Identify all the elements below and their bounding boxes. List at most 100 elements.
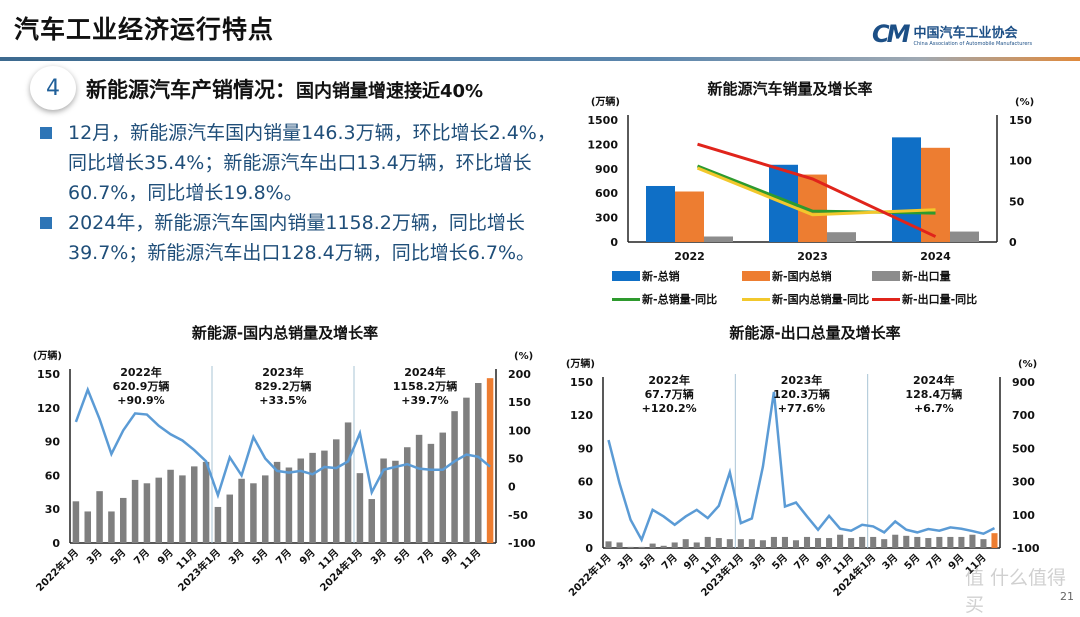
growth-line bbox=[74, 386, 491, 500]
bar-month bbox=[781, 536, 788, 548]
y2-tick-label: 100 bbox=[1012, 509, 1035, 522]
annotation-growth: +120.2% bbox=[642, 402, 697, 415]
bar-month bbox=[179, 475, 186, 543]
bar-新-出口量 bbox=[827, 232, 856, 242]
x-tick-label: 2024 bbox=[920, 250, 951, 263]
bar-month bbox=[190, 466, 198, 543]
bar-month bbox=[250, 483, 257, 543]
bar-month bbox=[925, 538, 932, 548]
bar-month bbox=[332, 439, 340, 543]
y-tick-label: 0 bbox=[585, 542, 593, 555]
annotation-volume: 829.2万辆 bbox=[255, 379, 312, 393]
legend-swatch-icon bbox=[872, 271, 900, 281]
bar-month bbox=[309, 452, 316, 543]
x-tick-label: 5月 bbox=[108, 547, 128, 567]
annotation-year: 2024年 bbox=[404, 365, 446, 379]
bar-month bbox=[759, 540, 766, 548]
bar-month bbox=[605, 541, 612, 548]
bar-month bbox=[226, 494, 234, 543]
bar-month bbox=[273, 461, 281, 543]
annotation-volume: 128.4万辆 bbox=[905, 387, 962, 401]
y2-axis-unit: (%) bbox=[1015, 97, 1034, 108]
y2-tick-label: 150 bbox=[1009, 114, 1032, 127]
x-tick-label: 3月 bbox=[226, 547, 246, 567]
bar-新-国内总销 bbox=[675, 191, 704, 242]
y-tick-label: 150 bbox=[37, 368, 60, 381]
bar-month bbox=[803, 536, 811, 548]
bar-month bbox=[155, 477, 163, 543]
y-tick-label: 30 bbox=[45, 503, 61, 516]
legend-item: 新-总销 bbox=[612, 268, 742, 284]
bar-month bbox=[936, 536, 943, 548]
bar-新-总销 bbox=[646, 185, 675, 242]
bar-month bbox=[344, 422, 352, 543]
bar-month bbox=[439, 432, 447, 543]
bar-month bbox=[693, 542, 700, 548]
x-tick-label: 11月 bbox=[458, 547, 483, 572]
legend-line-icon bbox=[872, 297, 900, 301]
y-tick-label: 900 bbox=[595, 163, 618, 176]
legend-label: 新-总销 bbox=[642, 270, 680, 283]
x-tick-label: 7月 bbox=[659, 552, 679, 572]
y2-tick-label: -50 bbox=[508, 509, 528, 522]
section-title: 新能源汽车产销情况：国内销量增速接近40% bbox=[86, 74, 483, 104]
legend-swatch-icon bbox=[612, 271, 640, 281]
x-tick-label: 3月 bbox=[368, 547, 388, 567]
x-tick-label: 7月 bbox=[132, 547, 152, 567]
x-tick-label: 5月 bbox=[637, 552, 657, 572]
bar-month bbox=[671, 542, 678, 548]
section-subtitle: 国内销量增速接近40% bbox=[296, 81, 484, 102]
bar-month bbox=[627, 546, 634, 548]
bar-month bbox=[914, 536, 921, 548]
y-tick-label: 60 bbox=[45, 469, 61, 482]
x-tick-label: 7月 bbox=[416, 547, 436, 567]
page-number: 21 bbox=[1060, 590, 1074, 603]
x-tick-label: 3月 bbox=[615, 552, 635, 572]
bar-新-出口量 bbox=[950, 231, 979, 242]
y-tick-label: 120 bbox=[37, 402, 60, 415]
y2-tick-label: 700 bbox=[1012, 409, 1035, 422]
chart2-title: 新能源-国内总销量及增长率 bbox=[191, 324, 379, 342]
bar-month bbox=[84, 511, 92, 543]
x-tick-label: 5月 bbox=[902, 552, 922, 572]
bar-month bbox=[881, 539, 888, 548]
line-新-国内总销量-同比 bbox=[696, 166, 936, 217]
legend-label: 新-国内总销量-同比 bbox=[772, 293, 870, 306]
bar-month bbox=[815, 538, 822, 548]
annotation-growth: +77.6% bbox=[778, 402, 825, 415]
bar-month bbox=[486, 378, 494, 543]
x-tick-label: 5月 bbox=[770, 552, 790, 572]
y-tick-label: 600 bbox=[595, 187, 618, 200]
y2-tick-label: 300 bbox=[1012, 476, 1035, 489]
bar-month bbox=[143, 483, 151, 543]
y-tick-label: 30 bbox=[578, 509, 594, 522]
bullet-list: 12月，新能源汽车国内销量146.3万辆，环比增长2.4%，同比增长35.4%；… bbox=[40, 118, 560, 268]
bar-month bbox=[859, 536, 866, 548]
logo-name-cn: 中国汽车工业协会 bbox=[913, 25, 1018, 41]
bullet-square-icon bbox=[40, 217, 52, 229]
y2-axis-unit: (%) bbox=[1018, 359, 1037, 370]
x-tick-label: 9月 bbox=[155, 547, 175, 567]
y2-tick-label: 200 bbox=[508, 368, 531, 381]
bar-month bbox=[660, 545, 667, 548]
bar-month bbox=[131, 479, 139, 543]
y-tick-label: 150 bbox=[570, 376, 593, 389]
bar-month bbox=[380, 458, 387, 543]
growth-line bbox=[607, 391, 996, 543]
annotation-growth: +90.9% bbox=[117, 394, 164, 407]
x-tick-label: 7月 bbox=[924, 552, 944, 572]
bar-month bbox=[870, 536, 877, 548]
bar-month bbox=[748, 539, 755, 548]
bar-month bbox=[96, 491, 103, 543]
bar-month bbox=[297, 458, 305, 543]
x-tick-label: 2022年1月 bbox=[33, 546, 81, 594]
bar-month bbox=[261, 475, 269, 543]
y2-tick-label: 100 bbox=[1009, 155, 1032, 168]
bar-month bbox=[826, 538, 833, 548]
bar-month bbox=[715, 538, 722, 548]
bar-month bbox=[285, 467, 293, 543]
x-tick-label: 3月 bbox=[880, 552, 900, 572]
bar-month bbox=[108, 511, 115, 543]
bullet-text: 12月，新能源汽车国内销量146.3万辆，环比增长2.4%，同比增长35.4%；… bbox=[68, 122, 556, 204]
caam-logo-mark-icon: CM bbox=[872, 20, 910, 48]
